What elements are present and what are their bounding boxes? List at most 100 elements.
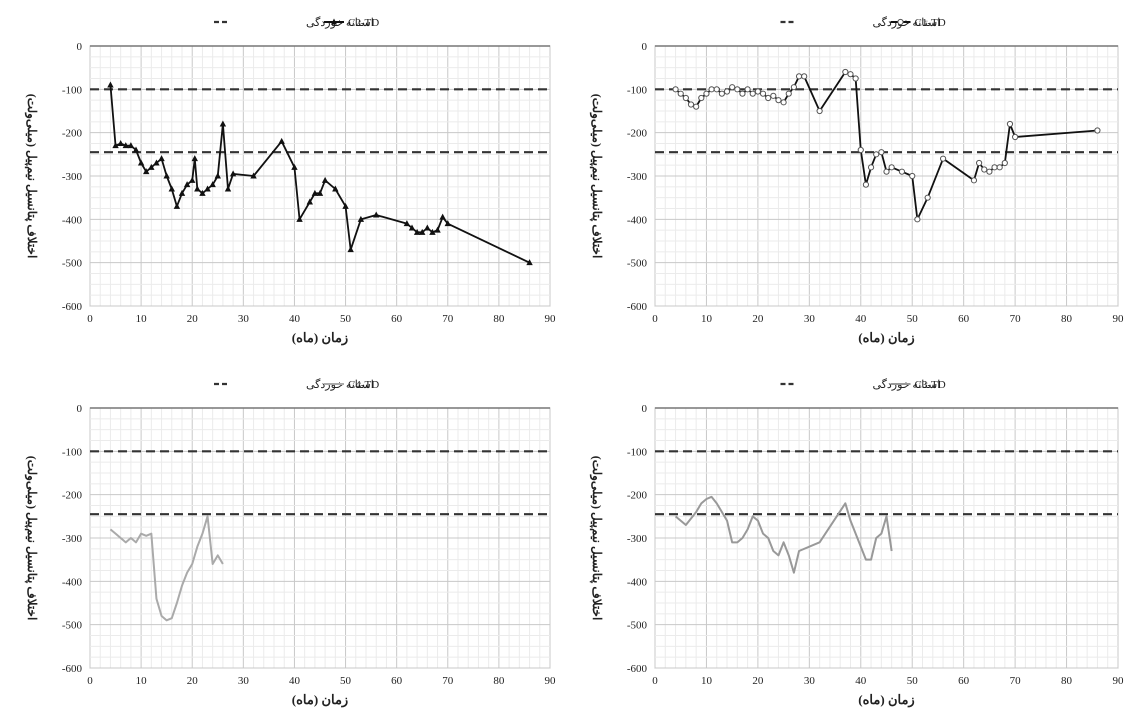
x-tick-label: 50 [340,313,352,325]
y-tick-label: -600 [62,301,83,313]
data-point [424,224,431,231]
x-tick-label: 50 [907,675,919,687]
data-point [311,189,319,196]
data-point [148,163,155,170]
x-tick-label: 40 [289,675,301,687]
x-tick-label: 90 [545,675,557,687]
data-point [739,90,746,97]
y-tick-label: -100 [62,84,83,96]
data-point [780,99,787,106]
data-point [291,163,298,170]
data-point [770,92,777,99]
data-point [970,177,978,184]
data-point [403,220,411,227]
data-point [801,73,808,80]
x-tick-label: 20 [187,675,199,687]
data-point [209,181,216,188]
data-point [790,84,798,91]
y-tick-label: -600 [627,663,648,675]
y-tick-label: -400 [627,214,648,226]
y-axis-label: اختلاف پتانسیل نیم‌پیل (میلی‌ولت) [589,456,604,621]
x-tick-label: 20 [752,675,764,687]
data-point [229,170,237,177]
data-point [909,172,916,180]
data-point [158,155,165,162]
data-point [693,103,700,110]
data-point [439,213,446,220]
data-point [986,168,993,175]
data-point [816,107,823,115]
x-tick-label: 40 [855,675,867,687]
y-tick-label: 0 [642,403,648,415]
data-point [857,146,864,154]
series-line-C4-TD [109,515,224,622]
x-tick-label: 80 [493,313,505,325]
data-point [991,164,998,171]
legend-series-label: C1-TD [915,17,946,29]
legend: استانه خوردگیC2-TD [214,16,379,29]
data-point [278,137,285,144]
data-point [677,90,684,97]
data-point [744,86,751,93]
data-point [429,228,436,235]
y-axis-label: اختلاف پتانسیل نیم‌پیل (میلی‌ولت) [24,456,39,621]
data-point [526,259,533,266]
x-tick-label: 40 [855,313,867,325]
chart-1: 0 -100 -200 -300 -400 -500 -600 0 10 20 30 40 50 60 70… [24,16,556,346]
y-tick-label: -100 [62,446,83,458]
x-tick-label: 30 [238,675,250,687]
y-tick-label: -300 [627,533,648,545]
x-axis-label: زمان (ماه) [858,330,914,346]
data-point [107,81,114,88]
y-tick-label: -200 [62,128,83,140]
data-point [713,86,720,93]
data-point [924,194,931,201]
x-tick-label: 60 [391,313,403,325]
x-axis-label: زمان (ماه) [858,692,914,708]
data-point [672,86,679,93]
data-point [413,228,421,235]
data-point [1094,127,1101,134]
x-tick-label: 80 [493,675,505,687]
data-point [189,176,196,183]
data-point [734,86,741,93]
y-tick-label: 0 [77,41,83,53]
x-tick-label: 60 [958,313,970,325]
legend: استانه خوردگیC3-TD [780,378,946,391]
data-point [842,68,849,76]
chart-3: 0 -100 -200 -300 -400 -500 -600 0 10 20 30 40 50 60 70… [24,378,556,708]
x-tick-label: 60 [958,675,970,687]
data-point [332,185,339,192]
legend-marker [331,18,337,25]
data-point [214,172,221,179]
y-axis-label: اختلاف پتانسیل نیم‌پیل (میلی‌ولت) [589,94,604,259]
data-point [347,246,354,253]
data-point [153,159,160,166]
data-point [698,94,705,102]
data-point [687,101,695,108]
data-point [878,149,885,156]
data-point [342,202,349,209]
x-tick-label: 90 [545,313,557,325]
data-point [981,166,988,173]
x-axis-label: زمان (ماه) [292,330,348,346]
data-point [703,90,710,97]
data-point [132,146,140,153]
y-tick-label: -200 [627,490,648,502]
legend-series-label: C4-TD [348,379,379,391]
y-tick-label: -500 [62,620,83,632]
data-point [204,185,211,192]
data-point [785,90,792,97]
y-tick-label: -100 [627,84,648,96]
x-tick-label: 10 [136,675,148,687]
x-tick-label: 30 [238,313,250,325]
chart-4: 0 -100 -200 -300 -400 -500 -600 0 10 20 30 40 50 60 70… [589,378,1124,708]
x-tick-label: 80 [1061,675,1073,687]
data-point [373,211,380,218]
data-point [996,164,1003,171]
x-tick-label: 80 [1061,313,1073,325]
y-tick-label: -500 [62,258,83,270]
data-point [178,189,186,196]
x-tick-label: 90 [1113,313,1125,325]
data-point [976,159,983,167]
